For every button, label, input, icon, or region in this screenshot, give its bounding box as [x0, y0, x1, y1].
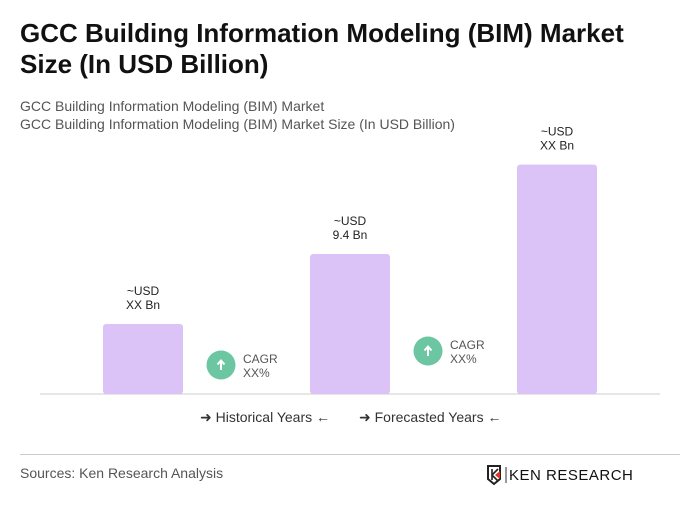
data-label: XX Bn — [126, 298, 160, 312]
ken-research-logo: KEN RESEARCH — [486, 464, 656, 491]
svg-text:KEN RESEARCH: KEN RESEARCH — [509, 467, 633, 484]
legend-historical-label: Historical Years — [215, 409, 313, 425]
page-title: GCC Building Information Modeling (BIM) … — [20, 18, 624, 79]
data-label: XX Bn — [540, 139, 574, 153]
data-label: 9.4 Bn — [333, 228, 368, 242]
legend-forecasted: ➜ Forecasted Years ← — [359, 409, 501, 426]
data-label: ~USD — [334, 214, 367, 228]
arrow-right-icon: ➜ — [359, 409, 371, 425]
arrow-up-icon — [423, 344, 433, 356]
arrow-left-icon: ← — [316, 409, 331, 425]
cagr-value: XX% — [243, 366, 270, 380]
bar — [103, 324, 183, 394]
cagr-value: XX% — [450, 352, 477, 366]
data-label: ~USD — [127, 284, 160, 298]
data-label: ~USD — [541, 125, 574, 139]
bar — [517, 164, 597, 394]
arrow-up-icon — [216, 358, 226, 370]
subtitle-secondary: GCC Building Information Modeling (BIM) … — [20, 116, 455, 132]
cagr-label: CAGR — [450, 338, 485, 352]
footer-divider — [20, 454, 680, 455]
legend-forecasted-label: Forecasted Years — [374, 409, 484, 425]
bar — [310, 254, 390, 394]
arrow-right-icon: ➜ — [200, 409, 212, 425]
arrow-left-icon: ← — [487, 409, 502, 425]
subtitle: GCC Building Information Modeling (BIM) … — [20, 98, 325, 114]
source-note: Sources: Ken Research Analysis — [20, 465, 224, 481]
cagr-label: CAGR — [243, 352, 278, 366]
legend-historical: ➜ Historical Years ← — [200, 409, 330, 426]
